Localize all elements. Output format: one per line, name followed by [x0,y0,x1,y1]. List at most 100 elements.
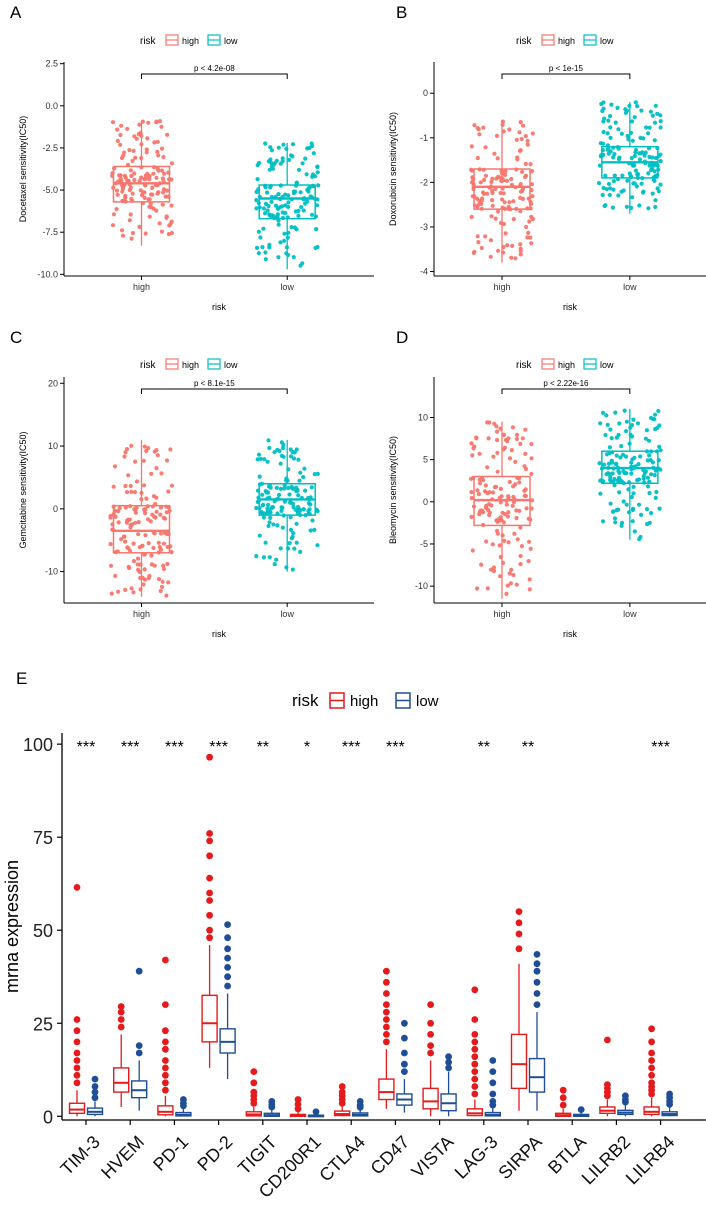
x-tick-label: high [133,282,150,292]
jitter-point [286,193,291,198]
jitter-point [617,490,622,495]
jitter-point [159,229,164,234]
jitter-point [268,157,273,162]
jitter-point [495,531,500,536]
jitter-point [499,178,504,184]
box-low [86,1075,104,1117]
jitter-point [166,232,171,237]
jitter-point [519,136,524,142]
jitter-point [156,168,161,173]
jitter-point [144,448,149,454]
jitter-point [648,167,654,173]
y-tick-label: -2.5 [42,143,58,153]
jitter-point [296,208,301,213]
y-tick-label: -5 [420,539,428,549]
jitter-point [266,502,271,507]
outlier-point [383,1016,390,1023]
jitter-point [521,123,526,128]
jitter-point [635,421,641,426]
jitter-point [646,438,652,443]
jitter-point [277,448,282,453]
jitter-point [646,131,651,136]
jitter-point [514,515,519,521]
jitter-point [499,175,504,181]
jitter-point [655,186,660,191]
panel-letter: E [16,669,27,688]
legend-title: risk [516,36,533,47]
jitter-point [152,449,157,454]
outlier-point [489,1057,497,1064]
jitter-point [162,171,167,176]
jitter-point [513,459,518,464]
jitter-point [517,480,522,485]
jitter-point [652,138,657,143]
jitter-point [489,214,494,219]
jitter-point [600,519,606,524]
outlier-point [471,1045,479,1053]
jitter-point [141,582,146,587]
jitter-point [653,495,658,500]
jitter-point [632,181,637,186]
jitter-point [129,196,134,202]
outlier-point [294,1101,302,1108]
jitter-point [608,135,613,140]
outlier-point [162,1079,169,1087]
jitter-point [312,527,317,533]
jitter-point [261,515,266,520]
jitter-point [146,120,151,125]
jitter-point [296,457,301,462]
outlier-point [577,1106,585,1113]
jitter-point [631,506,636,511]
jitter-point [165,561,170,567]
outlier-point [206,852,214,860]
jitter-point [500,171,505,176]
jitter-point [161,541,167,546]
y-tick-label: 0 [423,497,428,507]
jitter-point [131,559,137,564]
outlier-point [312,1108,320,1116]
jitter-point [120,189,125,194]
box-low [597,408,663,542]
jitter-point [614,453,619,458]
jitter-point [612,483,617,488]
jitter-point [267,520,272,525]
jitter-point [510,503,515,508]
jitter-point [115,127,120,132]
pvalue-label: p < 2.22e-16 [543,379,589,388]
box-high [643,1025,660,1117]
outlier-point [533,978,541,986]
jitter-point [161,190,166,195]
jitter-point [518,242,523,247]
jitter-point [163,194,168,199]
outlier-point [383,1038,390,1046]
outlier-point [162,1038,169,1046]
jitter-point [263,250,268,255]
jitter-point [278,161,283,166]
jitter-point [487,420,492,425]
jitter-point [633,100,638,105]
jitter-point [631,417,636,422]
jitter-point [638,135,643,140]
box-high [466,986,483,1117]
jitter-point [152,140,157,145]
box-low [396,1019,413,1113]
jitter-point [480,190,486,195]
outlier-point [445,1058,452,1066]
jitter-point [256,229,261,234]
jitter-point [294,180,299,185]
legend-label-low: low [600,360,614,370]
jitter-point [614,435,620,440]
box-low [617,1092,634,1117]
jitter-point [267,555,272,560]
jitter-point [492,421,497,426]
y-tick-label: -2 [420,177,428,187]
legend-label-low: low [416,693,439,710]
jitter-point [523,427,528,432]
jitter-point [529,442,534,447]
outlier-point [91,1088,99,1096]
box-body [422,1087,439,1110]
jitter-point [143,533,148,538]
jitter-point [652,178,657,183]
jitter-point [110,223,116,228]
